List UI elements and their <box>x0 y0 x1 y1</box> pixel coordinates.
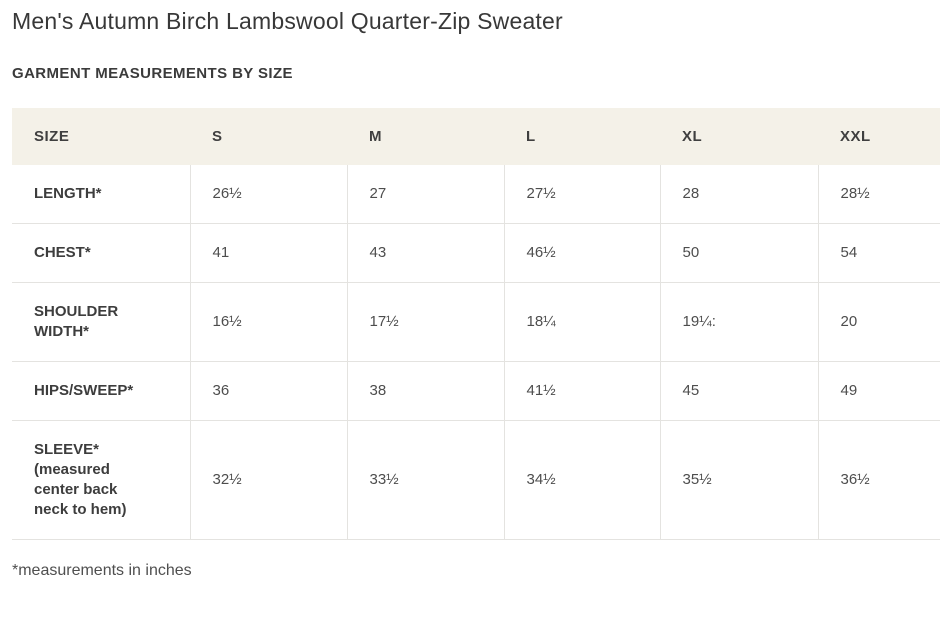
page-title: Men's Autumn Birch Lambswool Quarter-Zip… <box>12 8 563 34</box>
cell-value: 28 <box>659 164 818 224</box>
cell-value: 35½ <box>659 420 818 540</box>
cell-value: 34½ <box>503 420 660 540</box>
row-label: HIPS/SWEEP* <box>12 361 190 421</box>
column-header-s: S <box>190 107 347 165</box>
row-label-text: SLEEVE* <box>34 440 100 458</box>
cell-value: 46½ <box>503 223 660 283</box>
row-label: SLEEVE* (measured center back neck to he… <box>12 420 190 540</box>
cell-value: 49 <box>817 361 940 421</box>
cell-value: 27 <box>346 164 504 224</box>
row-sublabel-text: (measured center back neck to hem) <box>34 460 127 518</box>
table-row-shoulder-width: SHOULDER WIDTH* 16½ 17½ 18¼ 19¼: 20 <box>12 282 940 362</box>
cell-value: 41½ <box>503 361 660 421</box>
table-row-sleeve: SLEEVE* (measured center back neck to he… <box>12 420 940 540</box>
product-size-guide-page: Men's Autumn Birch Lambswool Quarter-Zip… <box>12 8 940 579</box>
measurements-footnote: *measurements in inches <box>12 561 192 579</box>
column-header-l: L <box>504 107 660 165</box>
cell-value: 27½ <box>503 164 660 224</box>
row-label: CHEST* <box>12 223 190 283</box>
row-label: LENGTH* <box>12 164 190 224</box>
table-row-length: LENGTH* 26½ 27 27½ 28 28½ <box>12 164 940 224</box>
row-label-text: CHEST* <box>34 243 91 261</box>
cell-value: 17½ <box>346 282 504 362</box>
header-row: SIZE S M L XL XXL <box>12 107 940 165</box>
size-chart-header: SIZE S M L XL XXL <box>12 107 940 165</box>
column-header-xl: XL <box>660 107 818 165</box>
table-row-chest: CHEST* 41 43 46½ 50 54 <box>12 223 940 283</box>
cell-value: 36 <box>189 361 347 421</box>
cell-value: 19¼: <box>659 282 818 362</box>
cell-value: 41 <box>189 223 347 283</box>
cell-value: 33½ <box>346 420 504 540</box>
row-label-text: SHOULDER WIDTH* <box>34 302 119 340</box>
table-row-hips-sweep: HIPS/SWEEP* 36 38 41½ 45 49 <box>12 361 940 421</box>
cell-value: 16½ <box>189 282 347 362</box>
cell-value: 20 <box>817 282 940 362</box>
cell-value: 18¼ <box>503 282 660 362</box>
row-label-text: HIPS/SWEEP* <box>34 381 134 399</box>
cell-value: 50 <box>659 223 818 283</box>
column-header-size: SIZE <box>12 107 190 165</box>
cell-value: 26½ <box>189 164 347 224</box>
cell-value: 43 <box>346 223 504 283</box>
column-header-m: M <box>347 107 504 165</box>
column-header-xxl: XXL <box>818 107 940 165</box>
row-label: SHOULDER WIDTH* <box>12 282 190 362</box>
row-label-text: LENGTH* <box>34 184 102 202</box>
cell-value: 54 <box>817 223 940 283</box>
cell-value: 45 <box>659 361 818 421</box>
cell-value: 36½ <box>817 420 940 540</box>
size-chart-body: LENGTH* 26½ 27 27½ 28 28½ CHEST* 41 43 4… <box>12 164 940 540</box>
size-chart-table: SIZE S M L XL XXL LENGTH* 26½ 27 27½ 28 … <box>12 107 940 540</box>
cell-value: 38 <box>346 361 504 421</box>
cell-value: 32½ <box>189 420 347 540</box>
section-heading: GARMENT MEASUREMENTS BY SIZE <box>12 64 293 82</box>
cell-value: 28½ <box>817 164 940 224</box>
